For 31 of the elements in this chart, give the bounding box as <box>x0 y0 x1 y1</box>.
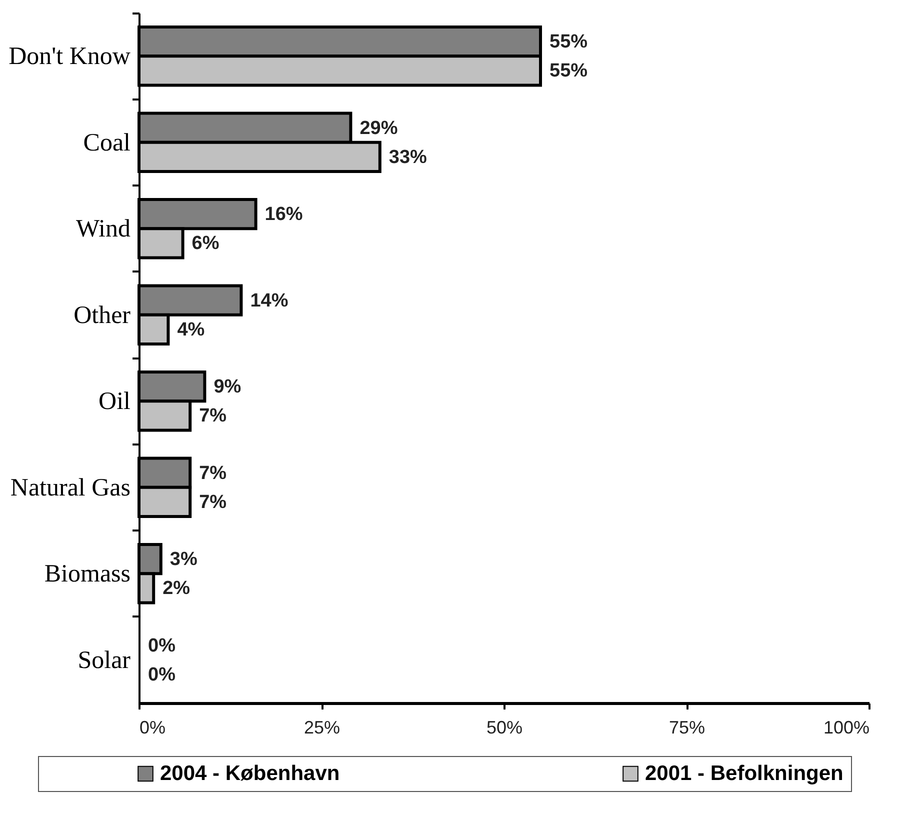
data-label: 9% <box>214 376 242 398</box>
y-tick-label: Solar <box>78 646 132 674</box>
data-label: 33% <box>388 146 428 168</box>
x-tick-label: 50% <box>486 718 523 738</box>
data-label: 4% <box>177 319 205 340</box>
y-tick-label: Natural Gas <box>10 474 130 502</box>
data-label: 7% <box>199 492 227 513</box>
data-label: 3% <box>170 549 198 570</box>
y-tick-label: Biomass <box>44 560 130 588</box>
x-tick-label: 25% <box>304 718 340 738</box>
data-label: 55% <box>550 32 588 53</box>
data-label: 0% <box>148 664 176 686</box>
data-label: 6% <box>192 233 220 254</box>
data-label: 2% <box>162 578 190 600</box>
legend-label: 2004 - København <box>160 762 340 785</box>
y-tick-label: Coal <box>83 129 131 156</box>
legend-label: 2001 - Befolkningen <box>645 762 844 785</box>
data-label: 14% <box>250 290 288 312</box>
data-label: 16% <box>264 204 303 226</box>
data-label: 29% <box>360 118 398 139</box>
x-tick-label: 75% <box>668 718 706 738</box>
x-tick-label: 0% <box>140 718 166 738</box>
data-label: 55% <box>550 60 588 82</box>
data-label: 7% <box>199 462 227 484</box>
y-tick-label: Don't Know <box>8 43 130 70</box>
y-tick-label: Wind <box>76 216 131 243</box>
y-tick-label: Oil <box>98 388 131 416</box>
data-label: 7% <box>199 406 227 427</box>
data-label: 0% <box>148 635 176 656</box>
y-tick-label: Other <box>74 302 132 329</box>
x-tick-label: 100% <box>823 718 870 738</box>
